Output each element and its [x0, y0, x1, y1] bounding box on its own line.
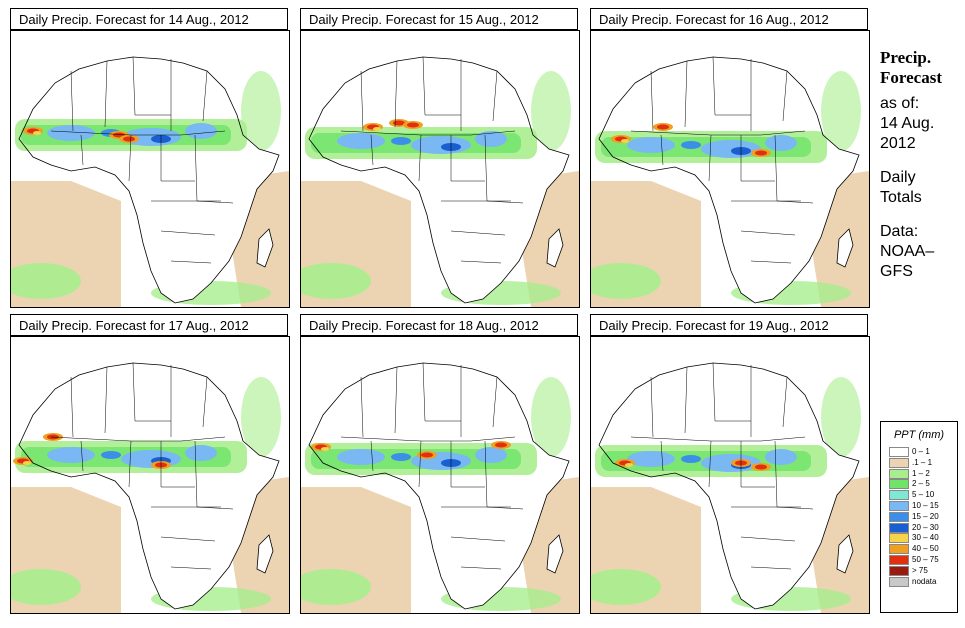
heading-forecast: Forecast — [880, 68, 942, 87]
heading-precip: Precip. — [880, 48, 932, 67]
legend-label: > 75 — [912, 565, 928, 575]
legend-item: 20 – 30 — [881, 522, 957, 534]
legend-swatch — [889, 479, 909, 490]
legend-label: 15 – 20 — [912, 511, 939, 521]
precip-map — [590, 30, 870, 308]
legend-swatch — [889, 511, 909, 522]
legend-item: > 75 — [881, 565, 957, 577]
as-of-date: 14 Aug. — [880, 115, 935, 132]
legend-item: 5 – 10 — [881, 490, 957, 501]
legend-swatch — [889, 522, 909, 533]
forecast-info: Precip. Forecast as of: 14 Aug. 2012 Dai… — [880, 48, 962, 282]
forecast-panel-15-aug: Daily Precip. Forecast for 15 Aug., 2012 — [300, 8, 580, 308]
legend-label: 10 – 15 — [912, 500, 939, 510]
legend-swatch — [889, 447, 909, 457]
forecast-panel-17-aug: Daily Precip. Forecast for 17 Aug., 2012 — [10, 314, 290, 614]
precip-map — [590, 336, 870, 614]
legend-label: 20 – 30 — [912, 522, 939, 532]
legend-swatch — [889, 468, 909, 479]
legend-item: 50 – 75 — [881, 554, 957, 566]
legend-label: 1 – 2 — [912, 468, 930, 478]
panel-title: Daily Precip. Forecast for 15 Aug., 2012 — [300, 8, 578, 30]
legend-label: nodata — [912, 576, 937, 586]
legend-swatch — [889, 457, 909, 468]
legend-item: 10 – 15 — [881, 500, 957, 512]
legend-title: PPT (mm) — [893, 429, 945, 441]
precip-map — [10, 30, 290, 308]
period-label: Daily — [880, 169, 916, 186]
legend-swatch — [889, 500, 909, 511]
legend-item: 2 – 5 — [881, 479, 957, 490]
panel-title: Daily Precip. Forecast for 19 Aug., 2012 — [590, 314, 868, 336]
precip-map — [300, 30, 580, 308]
legend-item: 1 – 2 — [881, 468, 957, 480]
data-label: Data: — [880, 223, 919, 240]
forecast-panel-16-aug: Daily Precip. Forecast for 16 Aug., 2012 — [590, 8, 870, 308]
legend-swatch — [889, 544, 909, 555]
legend-swatch — [889, 533, 909, 544]
legend-item: 30 – 40 — [881, 533, 957, 544]
legend-label: .1 – 1 — [912, 457, 933, 467]
legend-swatch — [889, 490, 909, 501]
legend-label: 30 – 40 — [912, 533, 939, 543]
legend-label: 40 – 50 — [912, 544, 939, 554]
period-value: Totals — [880, 189, 922, 206]
as-of-year: 2012 — [880, 135, 916, 152]
legend-item: .1 – 1 — [881, 457, 957, 469]
forecast-panel-19-aug: Daily Precip. Forecast for 19 Aug., 2012 — [590, 314, 870, 614]
legend-swatch — [889, 565, 909, 576]
legend-label: 0 – 1 — [912, 447, 930, 456]
legend-label: 2 – 5 — [912, 479, 930, 489]
precip-map — [300, 336, 580, 614]
legend-label: 5 – 10 — [912, 490, 935, 500]
legend-swatch — [889, 554, 909, 565]
panel-title: Daily Precip. Forecast for 16 Aug., 2012 — [590, 8, 868, 30]
legend-swatch — [889, 576, 909, 587]
legend-item: 0 – 1 — [881, 447, 957, 458]
precip-map — [10, 336, 290, 614]
data-source-model: GFS — [880, 263, 913, 280]
panel-title: Daily Precip. Forecast for 18 Aug., 2012 — [300, 314, 578, 336]
forecast-panel-18-aug: Daily Precip. Forecast for 18 Aug., 2012 — [300, 314, 580, 614]
legend-item: nodata — [881, 576, 957, 588]
panel-title: Daily Precip. Forecast for 14 Aug., 2012 — [10, 8, 288, 30]
data-source: NOAA– — [880, 243, 935, 260]
legend-item: 15 – 20 — [881, 511, 957, 523]
as-of-label: as of: — [880, 95, 920, 112]
legend-item: 40 – 50 — [881, 544, 957, 555]
forecast-panel-14-aug: Daily Precip. Forecast for 14 Aug., 2012 — [10, 8, 290, 308]
legend-label: 50 – 75 — [912, 554, 939, 564]
panel-title: Daily Precip. Forecast for 17 Aug., 2012 — [10, 314, 288, 336]
